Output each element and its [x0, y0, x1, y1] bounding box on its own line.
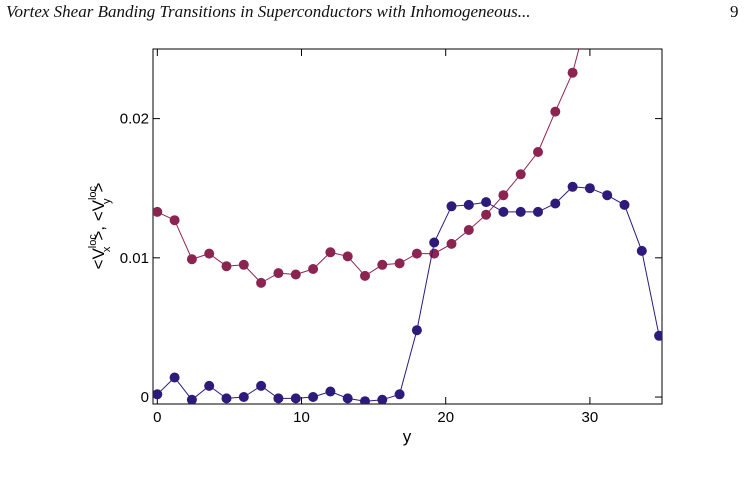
data-point: [636, 245, 647, 256]
data-point: [204, 380, 215, 391]
data-point: [515, 206, 526, 217]
data-point: [584, 183, 595, 194]
data-point: [325, 386, 336, 397]
data-point: [567, 181, 578, 192]
data-point: [342, 251, 353, 262]
data-point: [153, 389, 163, 400]
data-point: [360, 270, 370, 281]
data-point: [153, 206, 163, 217]
data-point: [463, 199, 474, 210]
data-point: [550, 106, 561, 117]
data-point: [256, 277, 267, 288]
data-point: [533, 206, 543, 217]
data-point: [221, 261, 232, 272]
data-point: [186, 394, 197, 404]
y-axis-title-close: >: [89, 182, 108, 192]
series-2: [153, 181, 662, 404]
data-point: [463, 225, 474, 235]
data-point: [290, 393, 301, 404]
data-point: [429, 237, 440, 248]
series-line: [156, 186, 660, 402]
data-point: [411, 248, 422, 259]
data-point: [515, 169, 526, 180]
data-point: [308, 264, 319, 274]
data-point: [585, 2, 595, 12]
y-tick-label: 0: [141, 389, 149, 406]
data-point: [169, 215, 180, 226]
x-axis-title: y: [403, 427, 412, 446]
x-tick-label: 10: [293, 409, 310, 426]
plot-frame: [152, 48, 663, 405]
page-number: 9: [730, 2, 739, 21]
series-line: [157, 49, 580, 284]
data-point: [377, 394, 388, 404]
data-point: [533, 147, 543, 157]
data-point: [221, 393, 232, 404]
data-point: [204, 248, 215, 259]
data-point: [446, 201, 457, 212]
data-point: [567, 67, 578, 78]
data-point: [273, 393, 284, 404]
y-axis: 0 0.01 0.02: [120, 111, 662, 406]
data-point: [342, 393, 353, 404]
series-1: [153, 2, 595, 288]
y-axis-title-sub-x: x: [101, 246, 113, 252]
data-point: [238, 259, 249, 270]
data-point: [481, 197, 492, 208]
data-point: [411, 325, 422, 336]
data-point: [394, 389, 405, 400]
data-point: [256, 380, 267, 391]
data-point: [481, 209, 492, 220]
data-point: [308, 392, 319, 402]
page-header: Vortex Shear Banding Transitions in Supe…: [0, 0, 750, 30]
data-point: [169, 372, 180, 383]
data-point: [290, 269, 301, 280]
x-tick-label: 0: [153, 409, 161, 426]
y-tick-label: 0.02: [120, 111, 149, 128]
series-layer: [153, 2, 662, 404]
y-axis-title: <Vlocx>, <Vlocy>: [87, 182, 113, 269]
data-point: [394, 258, 405, 269]
data-point: [446, 238, 457, 249]
data-point: [619, 199, 630, 210]
data-point: [238, 392, 249, 402]
y-axis-title-sep: >, <V: [89, 199, 108, 240]
data-point: [273, 268, 284, 279]
x-tick-label: 20: [437, 409, 454, 426]
x-tick-label: 30: [582, 409, 599, 426]
data-point: [550, 198, 561, 209]
data-point: [429, 248, 440, 259]
data-point: [654, 330, 662, 341]
y-axis-title-sup-y: loc: [87, 185, 99, 200]
x-axis: 0 10 20 30: [153, 49, 598, 426]
y-tick-label: 0.01: [120, 250, 149, 267]
data-point: [377, 259, 388, 270]
running-title: Vortex Shear Banding Transitions in Supe…: [6, 2, 531, 21]
y-axis-title-sub-y: y: [101, 198, 113, 204]
data-point: [498, 206, 509, 217]
data-point: [602, 190, 613, 201]
data-point: [360, 396, 370, 404]
data-point: [186, 254, 197, 265]
y-axis-title-open: <V: [89, 248, 108, 270]
y-axis-title-sup-x: loc: [87, 234, 99, 249]
data-point: [498, 190, 509, 201]
data-point: [325, 247, 336, 258]
